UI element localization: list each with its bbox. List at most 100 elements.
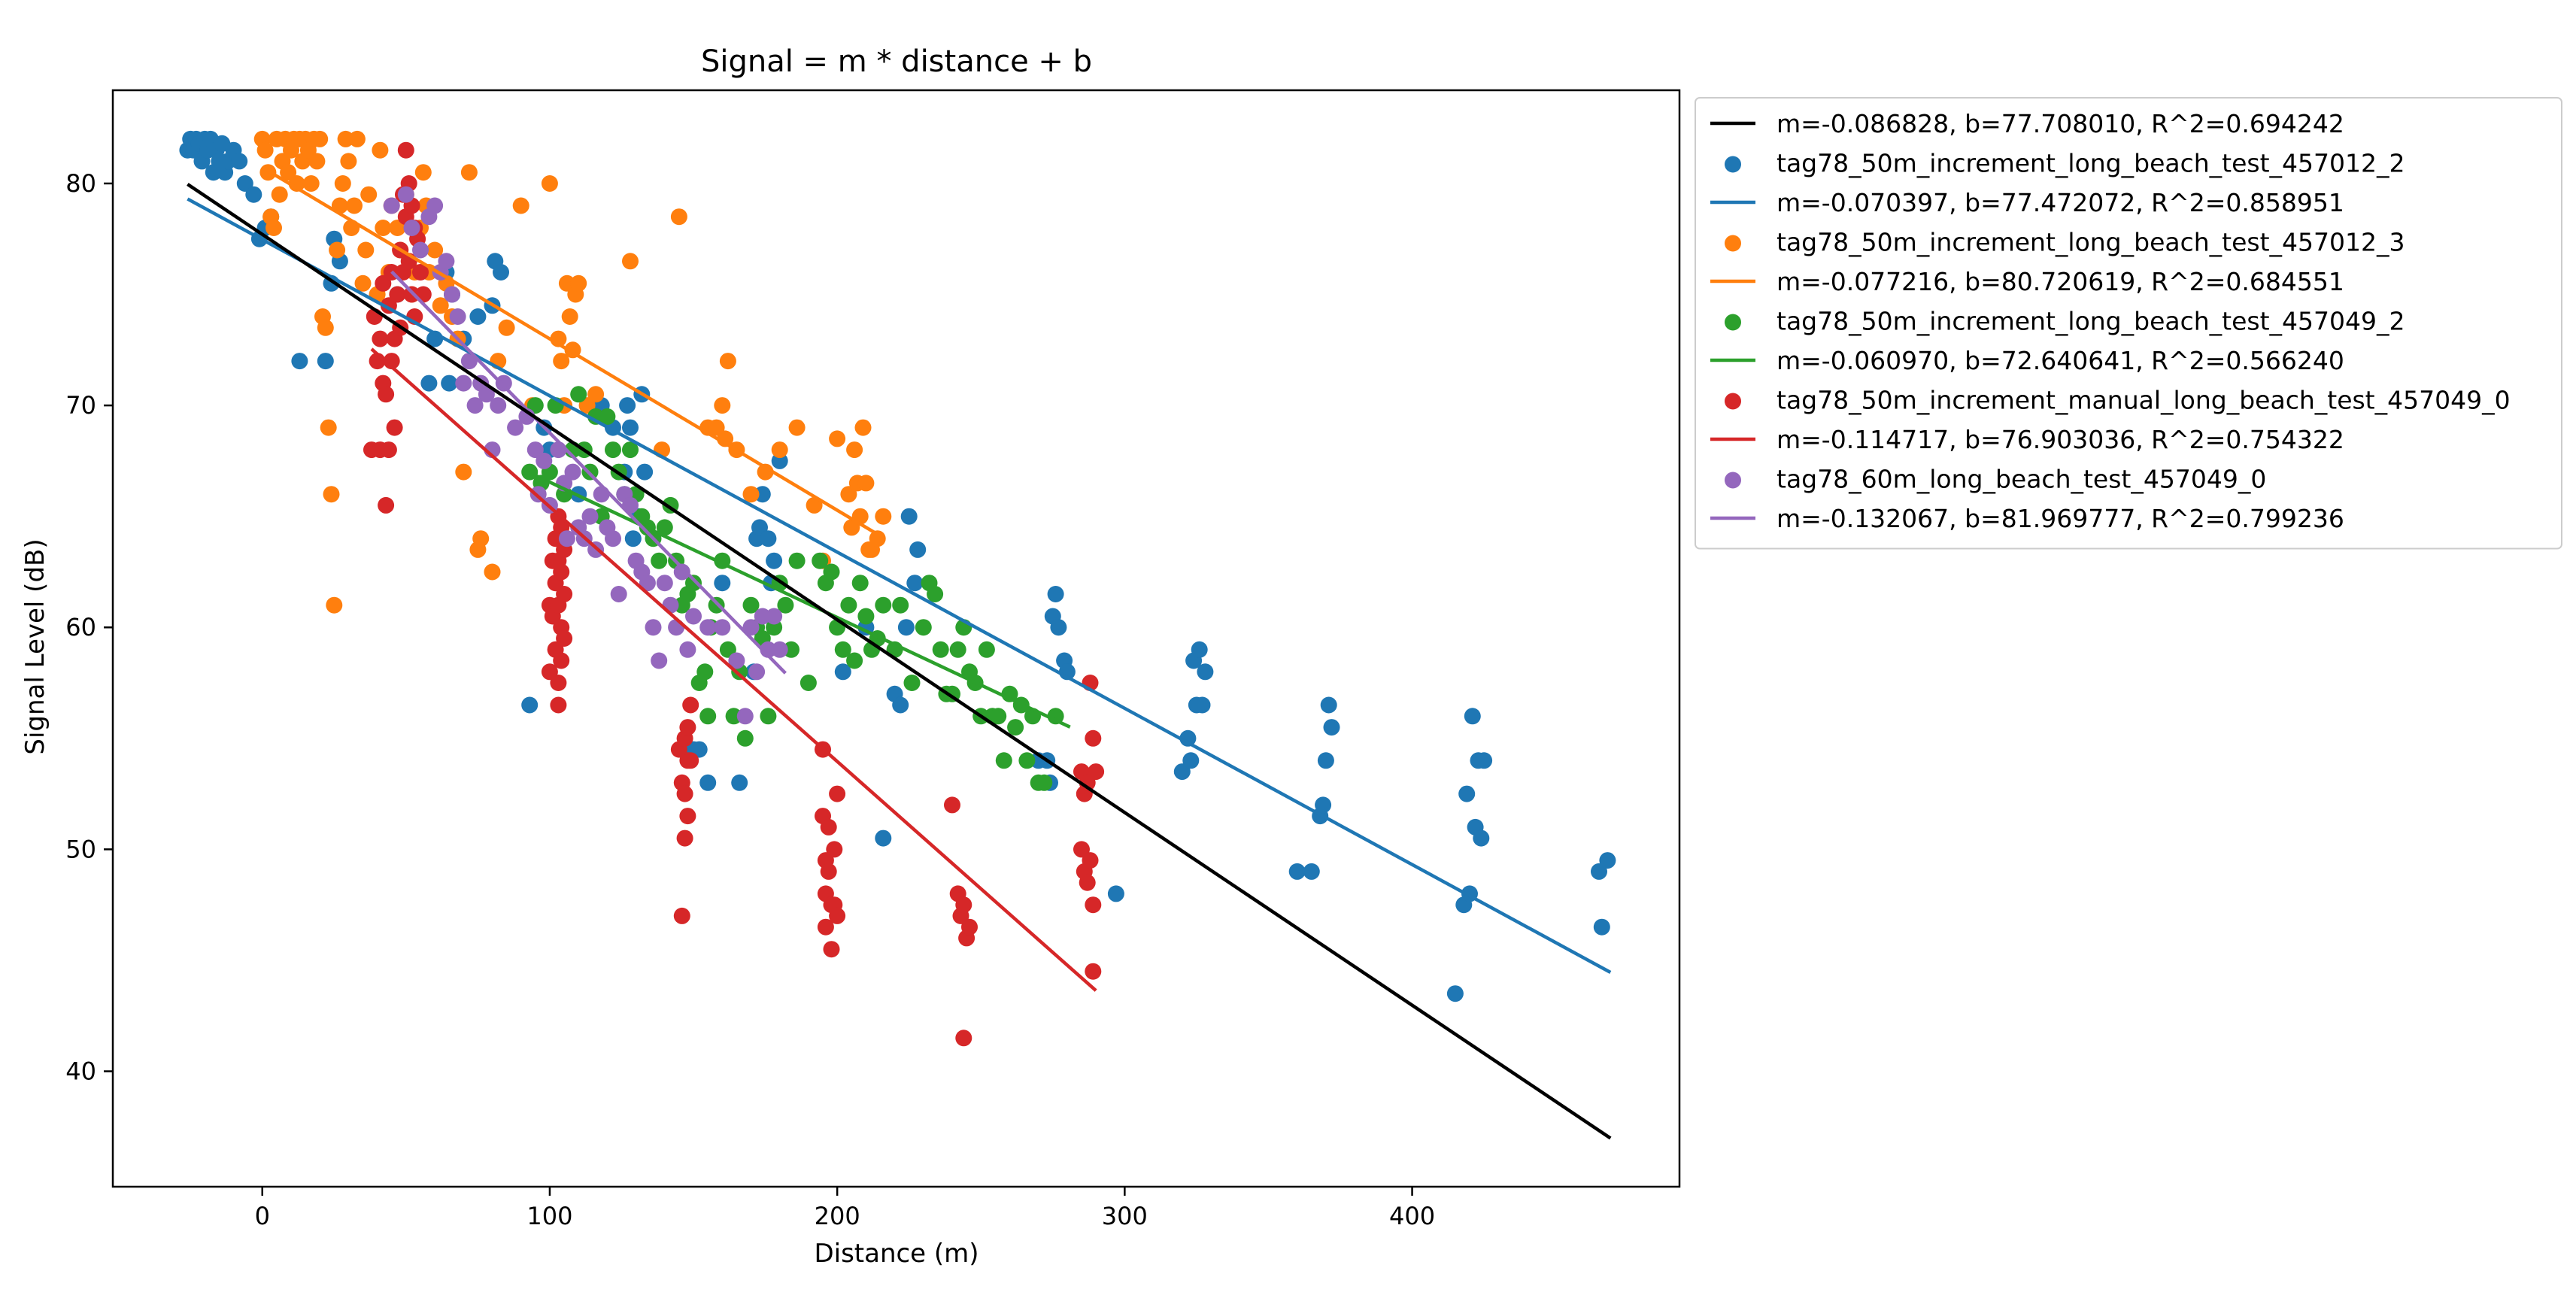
data-point-series-2 bbox=[329, 241, 346, 259]
fit-lines-layer bbox=[187, 165, 1612, 1140]
data-point-series-5 bbox=[685, 608, 702, 625]
legend-label: m=-0.114717, b=76.903036, R^2=0.754322 bbox=[1776, 425, 2344, 454]
data-point-series-2 bbox=[742, 486, 760, 503]
data-point-series-5 bbox=[403, 220, 420, 236]
data-point-series-3 bbox=[587, 408, 605, 425]
data-point-series-3 bbox=[760, 708, 777, 725]
data-point-series-2 bbox=[357, 241, 375, 259]
legend-label: m=-0.086828, b=77.708010, R^2=0.694242 bbox=[1776, 109, 2344, 138]
data-point-series-2 bbox=[541, 175, 558, 192]
data-point-series-1 bbox=[1323, 719, 1340, 736]
data-point-series-2 bbox=[869, 530, 886, 547]
data-point-series-2 bbox=[348, 130, 366, 147]
data-point-series-2 bbox=[757, 463, 774, 481]
data-point-series-1 bbox=[1197, 663, 1214, 681]
data-point-series-1 bbox=[1446, 985, 1464, 1002]
data-point-series-5 bbox=[673, 563, 690, 581]
data-point-series-3 bbox=[846, 652, 863, 669]
data-point-series-2 bbox=[498, 319, 515, 336]
data-point-series-3 bbox=[526, 397, 544, 414]
data-point-series-1 bbox=[1179, 729, 1197, 747]
data-point-series-2 bbox=[484, 563, 501, 581]
legend-entry-fit-2: m=-0.077216, b=80.720619, R^2=0.684551 bbox=[1710, 267, 2344, 296]
data-point-series-3 bbox=[800, 675, 817, 691]
data-point-series-4 bbox=[944, 796, 960, 814]
legend: m=-0.086828, b=77.708010, R^2=0.694242 ta… bbox=[1695, 97, 2562, 550]
data-point-series-2 bbox=[389, 220, 406, 236]
data-point-series-2 bbox=[340, 153, 357, 170]
legend-entry-overall-fit: m=-0.086828, b=77.708010, R^2=0.694242 bbox=[1710, 109, 2344, 138]
data-point-series-1 bbox=[731, 774, 748, 791]
data-point-series-4 bbox=[673, 907, 690, 924]
data-point-series-1 bbox=[291, 353, 308, 370]
data-point-series-1 bbox=[619, 397, 636, 414]
data-point-series-4 bbox=[679, 808, 696, 825]
data-point-series-5 bbox=[478, 386, 495, 403]
data-point-series-3 bbox=[840, 596, 857, 614]
data-point-series-1 bbox=[906, 575, 924, 592]
data-point-series-5 bbox=[495, 375, 512, 392]
data-point-series-4 bbox=[826, 841, 843, 858]
data-point-series-1 bbox=[521, 696, 539, 714]
data-point-series-1 bbox=[1317, 752, 1334, 769]
data-point-series-2 bbox=[670, 208, 687, 226]
data-point-series-5 bbox=[662, 596, 679, 614]
data-point-series-3 bbox=[605, 441, 621, 459]
data-point-series-4 bbox=[1082, 852, 1099, 869]
data-point-series-1 bbox=[900, 508, 918, 525]
data-point-series-4 bbox=[823, 941, 840, 958]
y-tick-label: 60 bbox=[65, 613, 96, 641]
data-point-series-2 bbox=[455, 463, 472, 481]
data-point-series-3 bbox=[949, 641, 966, 658]
data-point-series-2 bbox=[302, 175, 320, 192]
data-point-series-2 bbox=[354, 274, 372, 292]
data-point-series-1 bbox=[1464, 708, 1481, 725]
data-point-series-5 bbox=[536, 452, 553, 469]
data-point-series-4 bbox=[961, 918, 978, 936]
data-point-series-1 bbox=[231, 153, 248, 170]
data-point-series-4 bbox=[682, 696, 699, 714]
data-point-series-3 bbox=[903, 675, 921, 691]
data-point-series-5 bbox=[564, 463, 581, 481]
legend-entry-series-3: tag78_50m_increment_long_beach_test_4570… bbox=[1725, 307, 2405, 336]
data-point-series-5 bbox=[679, 641, 696, 658]
fit-line-overall bbox=[187, 183, 1612, 1140]
data-point-series-2 bbox=[288, 175, 305, 192]
data-point-series-1 bbox=[766, 552, 783, 569]
data-point-series-5 bbox=[449, 308, 466, 325]
legend-marker-swatch bbox=[1725, 235, 1741, 252]
legend-entry-series-5: tag78_60m_long_beach_test_457049_0 bbox=[1725, 465, 2266, 494]
legend-label: m=-0.077216, b=80.720619, R^2=0.684551 bbox=[1776, 267, 2344, 296]
data-point-series-3 bbox=[1018, 752, 1036, 769]
data-point-series-1 bbox=[1476, 752, 1493, 769]
data-point-series-5 bbox=[397, 186, 414, 203]
legend-entry-fit-4: m=-0.114717, b=76.903036, R^2=0.754322 bbox=[1710, 425, 2344, 454]
data-point-series-5 bbox=[736, 708, 754, 725]
data-point-series-3 bbox=[932, 641, 949, 658]
data-point-series-2 bbox=[553, 353, 570, 370]
data-point-series-3 bbox=[915, 619, 932, 636]
data-point-series-4 bbox=[553, 563, 570, 581]
data-point-series-1 bbox=[493, 264, 509, 281]
data-point-series-4 bbox=[397, 141, 414, 159]
data-point-series-5 bbox=[444, 286, 460, 303]
data-point-series-1 bbox=[1288, 863, 1306, 880]
data-point-series-4 bbox=[378, 386, 395, 403]
y-tick-label: 40 bbox=[65, 1057, 96, 1086]
legend-marker-swatch bbox=[1725, 314, 1741, 331]
data-point-series-2 bbox=[460, 164, 478, 181]
data-point-series-1 bbox=[1191, 641, 1208, 658]
y-axis-label: Signal Level (dB) bbox=[20, 538, 50, 754]
data-point-series-4 bbox=[817, 918, 834, 936]
fit-line-series-5 bbox=[390, 270, 787, 675]
data-point-series-1 bbox=[1593, 918, 1610, 936]
data-point-series-4 bbox=[556, 586, 573, 602]
data-point-series-5 bbox=[526, 441, 544, 459]
data-point-series-2 bbox=[587, 386, 605, 403]
data-point-series-4 bbox=[955, 1030, 972, 1047]
data-point-series-2 bbox=[265, 220, 282, 236]
fit-line-series-4 bbox=[370, 347, 1097, 992]
legend-entry-fit-3: m=-0.060970, b=72.640641, R^2=0.566240 bbox=[1710, 346, 2344, 375]
data-point-series-5 bbox=[728, 652, 745, 669]
data-point-series-1 bbox=[714, 575, 731, 592]
